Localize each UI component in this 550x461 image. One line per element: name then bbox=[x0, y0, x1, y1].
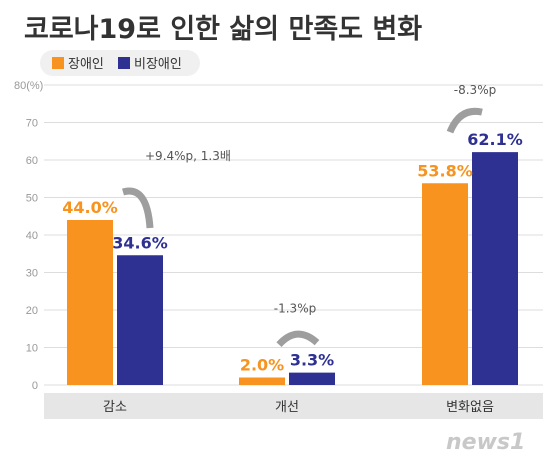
bar-nondisabled-0 bbox=[117, 255, 163, 385]
legend-swatch-0 bbox=[52, 57, 64, 69]
chart-title: 코로나19로 인한 삶의 만족도 변화 bbox=[24, 14, 422, 45]
watermark-text: news1 bbox=[446, 430, 525, 455]
annotations: +9.4%p, 1.3배 -1.3%p -8.3%p bbox=[122, 83, 496, 348]
y-tick-label: 0 bbox=[32, 380, 38, 392]
x-tick-label: 변화없음 bbox=[446, 400, 494, 415]
legend-label-0: 장애인 bbox=[68, 57, 104, 72]
change-annotation: -1.3%p bbox=[274, 302, 316, 316]
legend-swatch-1 bbox=[118, 57, 130, 69]
data-label: 53.8% bbox=[417, 161, 473, 180]
change-arrow-0 bbox=[122, 187, 154, 229]
change-arrow-1 bbox=[276, 330, 320, 348]
y-tick-label: 50 bbox=[26, 193, 38, 205]
x-tick-label: 개선 bbox=[275, 400, 299, 415]
bar-nondisabled-1 bbox=[289, 372, 335, 385]
bar-labels: 44.0% 2.0% 53.8% 34.6% 3.3% 62.1% bbox=[62, 130, 523, 374]
x-tick-label: 감소 bbox=[103, 400, 127, 415]
data-label: 62.1% bbox=[467, 130, 523, 149]
category-band bbox=[44, 393, 543, 419]
watermark: news1 bbox=[446, 430, 525, 455]
y-tick-label: 70 bbox=[26, 118, 38, 130]
y-tick-label: 10 bbox=[26, 343, 38, 355]
y-tick-label: 20 bbox=[26, 305, 38, 317]
bar-disabled-2 bbox=[422, 183, 468, 385]
change-annotation: +9.4%p, 1.3배 bbox=[145, 149, 231, 163]
data-label: 3.3% bbox=[290, 351, 334, 370]
bar-nondisabled-2 bbox=[472, 152, 518, 385]
y-axis-unit-label: 80(%) bbox=[14, 80, 43, 92]
y-ticks: 0 10 20 30 40 50 60 70 bbox=[26, 118, 38, 393]
y-tick-label: 40 bbox=[26, 230, 38, 242]
data-label: 2.0% bbox=[240, 356, 284, 375]
data-label: 44.0% bbox=[62, 198, 118, 217]
legend: 장애인 비장애인 bbox=[40, 50, 200, 76]
change-arrow-2 bbox=[446, 107, 483, 134]
change-annotation: -8.3%p bbox=[454, 83, 496, 97]
data-label: 34.6% bbox=[112, 233, 168, 252]
bar-disabled-0 bbox=[67, 220, 113, 385]
y-tick-label: 60 bbox=[26, 155, 38, 167]
bar-disabled-1 bbox=[239, 377, 285, 385]
legend-label-1: 비장애인 bbox=[134, 57, 182, 72]
bars bbox=[67, 152, 518, 385]
x-categories: 감소 개선 변화없음 bbox=[103, 400, 494, 415]
y-tick-label: 30 bbox=[26, 268, 38, 280]
